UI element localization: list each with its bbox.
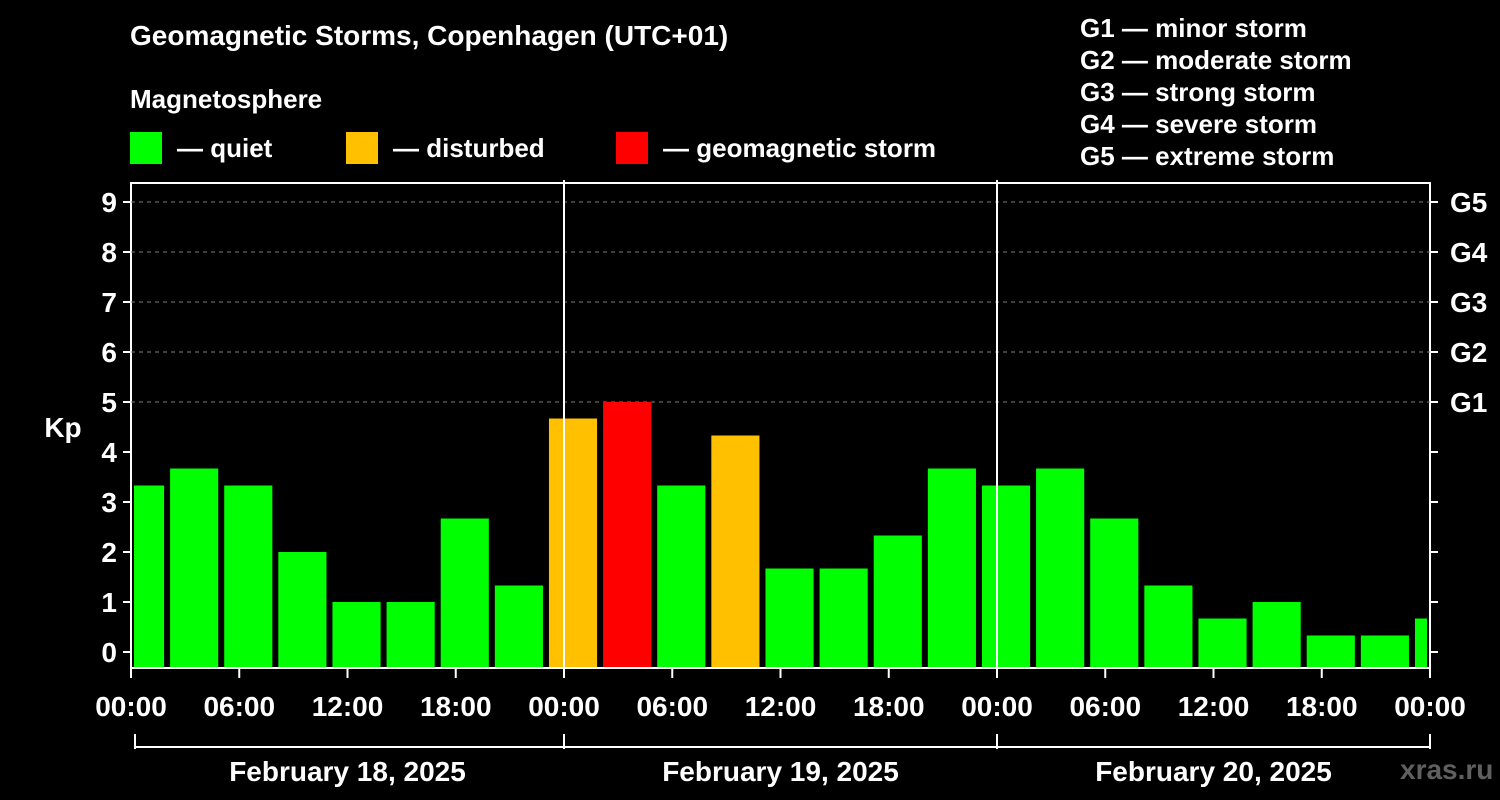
x-tick-label: 00:00 <box>1394 691 1466 722</box>
legend-label-storm: — geomagnetic storm <box>663 132 937 163</box>
kp-bar-6 <box>440 518 489 667</box>
y-tick-label: 1 <box>101 587 117 618</box>
kp-bar-13 <box>819 568 868 667</box>
kp-bar-21 <box>1252 602 1301 667</box>
kp-bar-20 <box>1198 618 1247 667</box>
x-tick-label: 06:00 <box>1069 691 1141 722</box>
y-axis-label: Kp <box>44 412 81 443</box>
y-tick-label: 8 <box>101 237 117 268</box>
date-label-2: February 20, 2025 <box>1095 756 1332 787</box>
x-tick-label: 18:00 <box>1286 691 1358 722</box>
x-tick-label: 18:00 <box>420 691 492 722</box>
date-label-0: February 18, 2025 <box>229 756 466 787</box>
kp-bar-1 <box>170 468 219 667</box>
kp-bar-12 <box>765 568 814 667</box>
x-tick-label: 18:00 <box>853 691 925 722</box>
kp-bar-8 <box>548 418 598 667</box>
storm-level-g3: G3 — strong storm <box>1080 77 1316 107</box>
kp-bar-15 <box>927 468 976 667</box>
legend-swatch-storm <box>616 132 648 164</box>
storm-level-g4: G4 — severe storm <box>1080 109 1318 139</box>
x-tick-label: 12:00 <box>1178 691 1250 722</box>
kp-bar-24 <box>1414 618 1427 667</box>
x-tick-label: 00:00 <box>961 691 1033 722</box>
y-tick-label: 3 <box>101 487 117 518</box>
legend-label-disturbed: — disturbed <box>393 132 545 163</box>
x-tick-label: 06:00 <box>203 691 275 722</box>
storm-level-legend: G1 — minor storm G2 — moderate storm G3 … <box>1080 12 1352 172</box>
kp-bar-14 <box>873 535 922 667</box>
kp-bar-17 <box>1036 468 1085 667</box>
y-tick-label: 5 <box>101 387 117 418</box>
date-label-1: February 19, 2025 <box>662 756 899 787</box>
kp-bar-4 <box>332 602 381 667</box>
legend-label-quiet: — quiet <box>177 132 273 163</box>
right-axis-label-g5: G5 <box>1450 187 1487 218</box>
x-tick-label: 12:00 <box>745 691 817 722</box>
chart-subtitle: Magnetosphere <box>130 84 323 114</box>
legend-item-storm: — geomagnetic storm <box>616 132 936 164</box>
y-tick-label: 7 <box>101 287 117 318</box>
kp-bar-2 <box>224 485 273 667</box>
kp-bar-16 <box>981 485 1031 667</box>
storm-level-g5: G5 — extreme storm <box>1080 141 1335 171</box>
kp-bar-3 <box>278 552 327 667</box>
storm-level-g2: G2 — moderate storm <box>1080 45 1352 75</box>
kp-bar-23 <box>1360 635 1409 667</box>
legend-item-quiet: — quiet <box>130 132 272 164</box>
watermark: xras.ru <box>1400 754 1494 785</box>
legend-swatch-quiet <box>130 132 162 164</box>
kp-bar-22 <box>1306 635 1355 667</box>
right-axis-label-g4: G4 <box>1450 237 1488 268</box>
kp-bar-19 <box>1144 585 1193 667</box>
chart-title: Geomagnetic Storms, Copenhagen (UTC+01) <box>130 20 729 51</box>
x-tick-label: 12:00 <box>312 691 384 722</box>
y-tick-label: 6 <box>101 337 117 368</box>
y-tick-label: 4 <box>101 437 117 468</box>
right-axis-label-g2: G2 <box>1450 337 1487 368</box>
legend-item-disturbed: — disturbed <box>346 132 545 164</box>
kp-bar-18 <box>1090 518 1139 667</box>
right-axis-label-g1: G1 <box>1450 387 1487 418</box>
kp-bar-5 <box>386 602 435 667</box>
storm-level-g1: G1 — minor storm <box>1080 13 1307 43</box>
y-tick-label: 2 <box>101 537 117 568</box>
right-axis-label-g3: G3 <box>1450 287 1487 318</box>
x-tick-label: 00:00 <box>95 691 167 722</box>
y-tick-label: 9 <box>101 187 117 218</box>
kp-bar-7 <box>494 585 543 667</box>
kp-bar-11 <box>711 435 760 667</box>
x-tick-label: 00:00 <box>528 691 600 722</box>
y-tick-label: 0 <box>101 637 117 668</box>
legend-swatch-disturbed <box>346 132 378 164</box>
kp-bar-10 <box>657 485 706 667</box>
kp-bar-9 <box>603 402 652 667</box>
kp-bar-0 <box>134 485 165 667</box>
x-tick-label: 06:00 <box>636 691 708 722</box>
